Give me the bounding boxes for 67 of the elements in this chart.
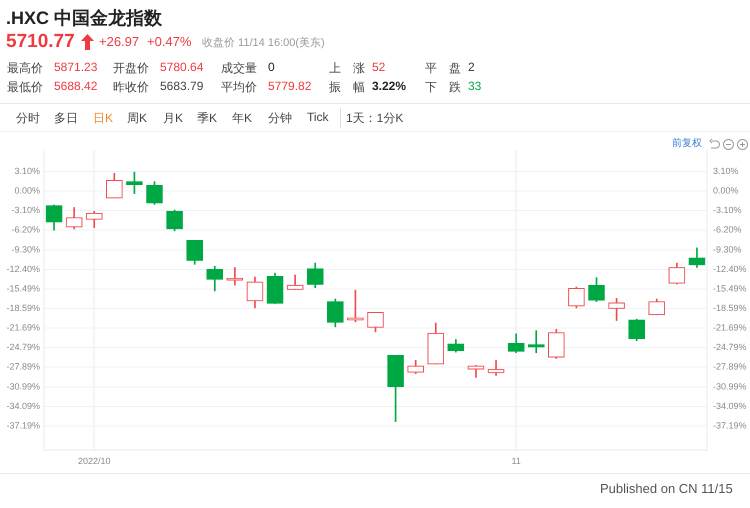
text: 年K	[232, 110, 252, 127]
text: 5688.42	[54, 79, 98, 93]
y-tick-label: 3.10%	[14, 166, 40, 176]
text: 5871.23	[54, 60, 98, 74]
text: 最低价	[7, 79, 43, 96]
text: 0	[268, 60, 275, 74]
text: 季K	[197, 110, 218, 127]
text: 5710.77	[6, 31, 75, 53]
y-tick-label: -24.79%	[6, 342, 40, 352]
text: 5780.64	[160, 60, 204, 74]
text: Published on CN 11/15	[600, 481, 733, 496]
text: 月K	[163, 110, 184, 127]
chart-title: .HXC 中国金龙指数	[6, 7, 162, 30]
y-tick-label: -30.99%	[6, 381, 40, 392]
text: 成交量	[221, 60, 257, 77]
y2-tick-label: -15.49%	[713, 283, 747, 294]
text: 5779.82	[268, 79, 312, 93]
text: 2	[468, 60, 475, 74]
text: 昨收价	[113, 79, 149, 96]
y-tick-label: -37.19%	[6, 420, 40, 430]
y2-tick-label: 0.00%	[713, 186, 739, 196]
text: 周K	[127, 110, 148, 127]
text: 5683.79	[160, 79, 204, 93]
y-tick-label: -34.09%	[6, 400, 40, 411]
text: 上 涨	[329, 60, 365, 77]
y2-tick-label: -12.40%	[713, 264, 747, 274]
x-tick-label: 2022/10	[78, 456, 110, 466]
text: 分时	[16, 110, 40, 127]
y2-tick-label: -30.99%	[713, 381, 747, 392]
text: 最高价	[7, 60, 43, 77]
y-tick-label: -3.10%	[11, 205, 40, 216]
text: 52	[372, 60, 386, 74]
text: 平 盘	[425, 60, 461, 77]
y-tick-label: -18.59%	[6, 302, 40, 313]
y-tick-label: -27.89%	[6, 362, 40, 372]
x-tick-label: 11	[511, 456, 521, 466]
text: 分钟	[268, 110, 292, 127]
text: 日K	[93, 110, 114, 127]
text: 前复权	[672, 136, 702, 150]
y-tick-label: -12.40%	[6, 264, 40, 274]
text: +26.97	[99, 34, 140, 49]
y2-tick-label: -37.19%	[713, 420, 747, 430]
text: 开盘价	[113, 60, 149, 77]
y2-tick-label: 3.10%	[713, 166, 739, 176]
y2-tick-label: -18.59%	[713, 302, 747, 313]
text: 3.22%	[372, 79, 406, 93]
y-tick-label: 0.00%	[14, 186, 40, 196]
y2-tick-label: -21.69%	[713, 322, 747, 333]
text: Tick	[307, 110, 329, 124]
text: 振 幅	[329, 79, 365, 96]
text: 33	[468, 79, 482, 93]
y2-tick-label: -34.09%	[713, 400, 747, 411]
text: 平均价	[221, 79, 257, 96]
y2-tick-label: -9.30%	[713, 244, 742, 254]
y2-tick-label: -24.79%	[713, 342, 747, 352]
y-tick-label: -6.20%	[11, 224, 40, 235]
y2-tick-label: -3.10%	[713, 205, 742, 216]
y2-tick-label: -27.89%	[713, 362, 747, 372]
text: +0.47%	[147, 34, 192, 49]
text: 收盘价 11/14 16:00(美东)	[202, 36, 325, 50]
y-tick-label: -21.69%	[6, 322, 40, 333]
y2-tick-label: -6.20%	[713, 224, 742, 235]
text: 1天：1分K	[346, 110, 404, 127]
y-tick-label: -15.49%	[6, 283, 40, 294]
y-tick-label: -9.30%	[11, 244, 40, 254]
text: 下 跌	[425, 79, 461, 96]
text: 多日	[54, 110, 78, 127]
